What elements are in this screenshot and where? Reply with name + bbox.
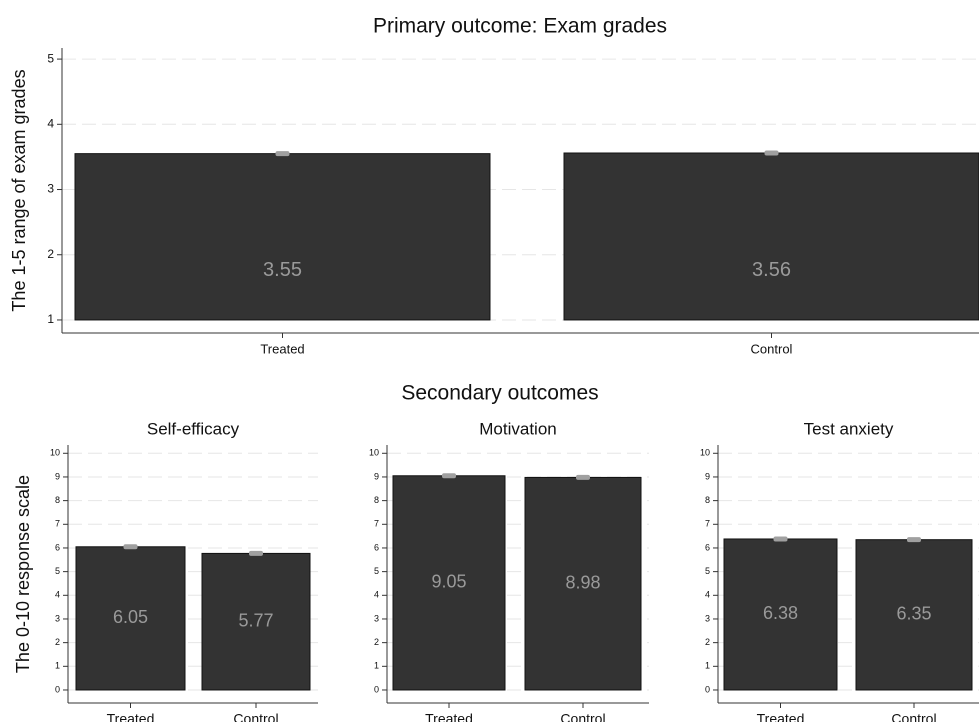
y-tick-label: 2 (55, 637, 60, 647)
y-tick-label: 0 (705, 684, 710, 694)
y-tick-label: 1 (55, 661, 60, 671)
value-label: 5.77 (238, 610, 273, 630)
y-tick-label: 4 (47, 116, 54, 130)
y-tick-label: 2 (374, 637, 379, 647)
y-tick-label: 5 (47, 51, 54, 65)
y-tick-label: 4 (55, 590, 60, 600)
value-label: 6.38 (763, 603, 798, 623)
value-label: 3.56 (752, 259, 791, 281)
y-tick-label: 4 (374, 590, 379, 600)
section-title: Secondary outcomes (401, 382, 598, 405)
error-bar (249, 550, 263, 556)
y-tick-label: 8 (374, 495, 379, 505)
y-tick-label: 1 (374, 661, 379, 671)
value-label: 6.35 (896, 604, 931, 624)
chart-title: Primary outcome: Exam grades (373, 15, 667, 38)
y-tick-label: 0 (55, 684, 60, 694)
bar (563, 152, 979, 321)
error-bar (773, 536, 788, 542)
bar (74, 153, 491, 321)
y-tick-label: 5 (55, 566, 60, 576)
y-tick-label: 8 (705, 495, 710, 505)
y-tick-label: 10 (50, 448, 60, 458)
y-tick-label: 7 (705, 519, 710, 529)
y-axis-label: The 0-10 response scale (13, 475, 33, 673)
bar (723, 538, 838, 691)
y-tick-label: 0 (374, 684, 379, 694)
x-tick-label: Control (751, 341, 793, 356)
x-tick-label: Control (560, 711, 605, 722)
y-tick-label: 2 (47, 247, 54, 261)
y-tick-label: 3 (47, 182, 54, 196)
error-bar (764, 150, 779, 156)
y-tick-label: 9 (705, 471, 710, 481)
x-tick-label: Treated (260, 341, 304, 356)
x-tick-label: Control (233, 711, 278, 722)
y-tick-label: 6 (705, 542, 710, 552)
y-tick-label: 4 (705, 590, 710, 600)
x-tick-label: Treated (425, 711, 473, 722)
value-label: 6.05 (113, 607, 148, 627)
error-bar (907, 537, 921, 543)
bar (392, 475, 506, 691)
x-tick-label: Control (891, 711, 936, 722)
y-tick-label: 6 (374, 542, 379, 552)
y-tick-label: 10 (700, 448, 710, 458)
y-tick-label: 8 (55, 495, 60, 505)
y-tick-label: 3 (374, 613, 379, 623)
y-tick-label: 3 (55, 613, 60, 623)
error-bar (123, 544, 138, 550)
y-axis-label: The 1-5 range of exam grades (9, 69, 29, 311)
error-bar (275, 151, 290, 157)
value-label: 3.55 (263, 259, 302, 281)
value-label: 9.05 (431, 572, 466, 592)
x-tick-label: Treated (107, 711, 155, 722)
y-tick-label: 6 (55, 542, 60, 552)
y-tick-label: 1 (47, 312, 54, 326)
error-bar (442, 473, 456, 479)
y-tick-label: 5 (374, 566, 379, 576)
y-tick-label: 7 (374, 519, 379, 529)
error-bar (576, 474, 590, 480)
y-tick-label: 3 (705, 613, 710, 623)
y-tick-label: 9 (374, 471, 379, 481)
bar (201, 552, 311, 691)
y-tick-label: 7 (55, 519, 60, 529)
panel-title: Motivation (479, 419, 556, 438)
value-label: 8.98 (565, 572, 600, 592)
bar (855, 539, 973, 691)
panel-title: Test anxiety (804, 419, 894, 438)
x-tick-label: Treated (757, 711, 805, 722)
bar (75, 546, 186, 691)
y-tick-label: 9 (55, 471, 60, 481)
y-tick-label: 10 (369, 448, 379, 458)
y-tick-label: 5 (705, 566, 710, 576)
y-tick-label: 1 (705, 661, 710, 671)
panel-title: Self-efficacy (147, 419, 240, 438)
y-tick-label: 2 (705, 637, 710, 647)
